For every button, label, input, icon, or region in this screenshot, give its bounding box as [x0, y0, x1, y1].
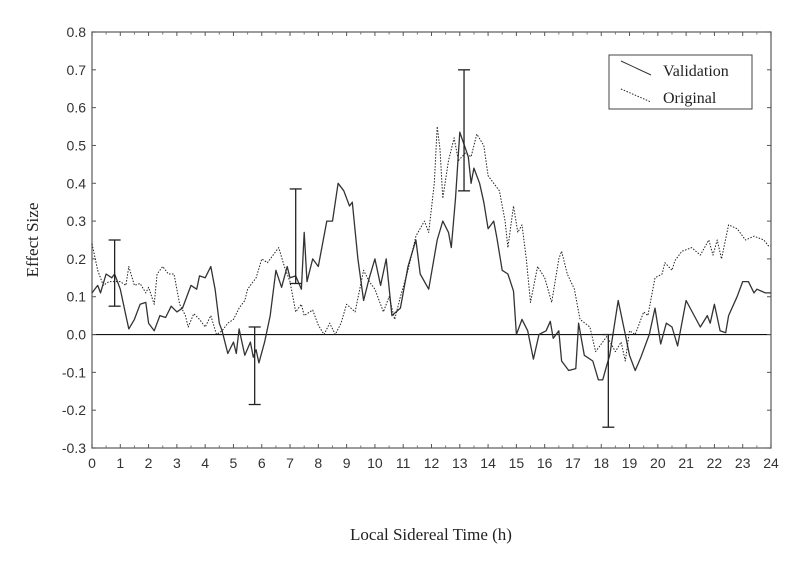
y-tick-label: 0.3: [67, 213, 87, 229]
x-tick-label: 7: [286, 455, 294, 471]
x-tick-label: 6: [258, 455, 266, 471]
legend-label-original: Original: [663, 90, 717, 107]
x-tick-label: 2: [145, 455, 153, 471]
x-tick-label: 20: [650, 455, 666, 471]
y-tick-label: 0.8: [67, 24, 87, 40]
x-tick-label: 17: [565, 455, 581, 471]
x-tick-label: 13: [452, 455, 468, 471]
y-tick-label: 0.7: [67, 62, 87, 78]
y-tick-label: -0.3: [62, 440, 86, 456]
y-tick-label: -0.2: [62, 402, 86, 418]
x-tick-label: 24: [763, 455, 779, 471]
x-tick-label: 11: [396, 455, 411, 471]
x-tick-label: 4: [201, 455, 209, 471]
series-line-original: [91, 126, 771, 362]
x-tick-label: 5: [230, 455, 238, 471]
series-line-validation: [91, 131, 771, 381]
x-tick-label: 22: [707, 455, 723, 471]
y-tick-label: 0.0: [67, 327, 87, 343]
legend-label-validation: Validation: [663, 63, 729, 80]
error-bars: [108, 69, 615, 428]
legend-swatch-original: [620, 88, 652, 103]
y-tick-label: 0.6: [67, 100, 87, 116]
x-axis-label: Local Sidereal Time (h): [350, 525, 512, 544]
y-axis-label: Effect Size: [23, 203, 42, 278]
x-tick-label: 14: [480, 455, 496, 471]
x-tick-label: 10: [367, 455, 383, 471]
x-tick-label: 12: [424, 455, 440, 471]
y-tick-label: 0.5: [67, 137, 87, 153]
x-tick-label: 0: [88, 455, 96, 471]
x-tick-label: 8: [314, 455, 322, 471]
y-tick-label: -0.1: [62, 364, 86, 380]
legend: Validation Original: [608, 54, 753, 110]
series-lines: [91, 126, 771, 381]
x-tick-label: 23: [735, 455, 751, 471]
x-tick-label: 21: [678, 455, 694, 471]
x-tick-label: 9: [343, 455, 351, 471]
x-tick-label: 3: [173, 455, 181, 471]
y-tick-label: 0.2: [67, 251, 87, 267]
x-tick-label: 15: [509, 455, 525, 471]
legend-swatch-validation: [620, 60, 652, 76]
x-tick-label: 1: [116, 455, 124, 471]
axis-ticks: 0 1 2 3 4 5 6 7 8 9 10 11 12 13 14 15 16 17 18 19 20 21 22 23 24…: [62, 24, 779, 471]
y-tick-label: 0.1: [67, 289, 87, 305]
y-tick-label: 0.4: [67, 175, 87, 191]
x-tick-label: 16: [537, 455, 553, 471]
legend-box: [608, 54, 753, 110]
x-tick-label: 18: [593, 455, 609, 471]
x-tick-label: 19: [622, 455, 638, 471]
